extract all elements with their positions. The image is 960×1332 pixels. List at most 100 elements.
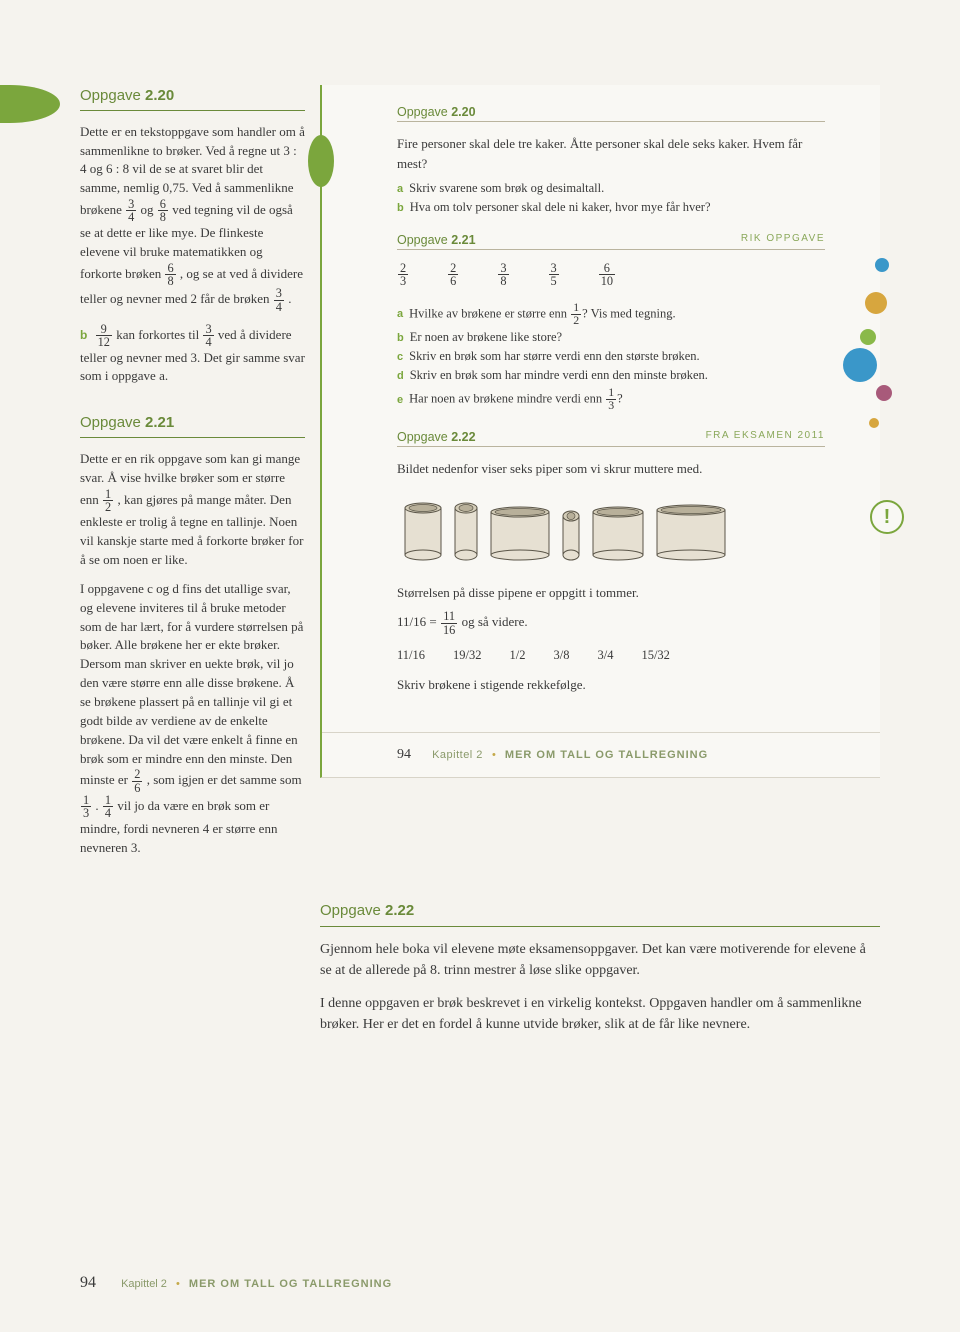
text: . bbox=[95, 798, 102, 813]
inset-footer: 94 Kapittel 2 • MER OM TALL OG TALLREGNI… bbox=[322, 732, 880, 777]
inset-task-header-2-21: Oppgave 2.21 RIK OPPGAVE bbox=[397, 233, 825, 250]
fraction-row: 23263835610 bbox=[397, 262, 825, 288]
question-d: dSkriv en brøk som har mindre verdi enn … bbox=[397, 368, 825, 383]
task-header-2-22: Oppgave 2.22 bbox=[320, 900, 880, 927]
fraction: 68 bbox=[158, 198, 168, 224]
fraction: 13 bbox=[606, 387, 616, 412]
size-value: 15/32 bbox=[641, 648, 669, 663]
text: Hvilke av brøkene er større enn bbox=[409, 306, 570, 320]
task-header-2-20: Oppgave 2.20 bbox=[80, 85, 305, 111]
bubble bbox=[843, 348, 877, 382]
pipes-svg bbox=[397, 497, 739, 561]
task-number: 2.20 bbox=[451, 105, 475, 119]
text: Skriv en brøk som har mindre verdi enn d… bbox=[410, 368, 708, 382]
fraction: 26 bbox=[448, 262, 458, 288]
task-prefix: Oppgave bbox=[320, 902, 385, 919]
order-instruction: Skriv brøkene i stigende rekkefølge. bbox=[397, 675, 825, 695]
fraction: 34 bbox=[274, 287, 284, 313]
fraction: 38 bbox=[498, 262, 508, 288]
bubble bbox=[875, 258, 889, 272]
paragraph: b 912 kan forkortes til 34 ved å divider… bbox=[80, 323, 305, 386]
paragraph: Dette er en rik oppgave som kan gi mange… bbox=[80, 450, 305, 570]
sizes-row: 11/16 19/32 1/2 3/8 3/4 15/32 bbox=[397, 648, 825, 663]
task-header-2-21: Oppgave 2.21 bbox=[80, 412, 305, 438]
textbook-inset: ! Oppgave 2.20 Fire personer skal dele t… bbox=[320, 85, 880, 778]
text: Hva om tolv personer skal dele ni kaker,… bbox=[410, 200, 711, 214]
question-b: bHva om tolv personer skal dele ni kaker… bbox=[397, 200, 825, 215]
task-number: 2.22 bbox=[451, 430, 475, 444]
task-prefix: Oppgave bbox=[397, 430, 451, 444]
size-value: 11/16 bbox=[397, 648, 425, 663]
task-number: 2.22 bbox=[385, 902, 414, 919]
fraction: 26 bbox=[132, 768, 142, 794]
paragraph: I oppgavene c og d fins det utallige sva… bbox=[80, 580, 305, 858]
task-number: 2.21 bbox=[451, 233, 475, 247]
green-tab bbox=[0, 85, 60, 123]
task-prefix: Oppgave bbox=[80, 87, 145, 104]
bottom-column: Oppgave 2.22 Gjennom hele boka vil eleve… bbox=[320, 900, 880, 1035]
pipes-illustration bbox=[397, 497, 825, 565]
text: Skriv en brøk som har større verdi enn d… bbox=[409, 349, 700, 363]
text: Har noen av brøkene mindre verdi enn bbox=[409, 392, 605, 406]
page-number: 94 bbox=[397, 747, 411, 762]
fraction: 68 bbox=[165, 262, 175, 288]
size-value: 3/8 bbox=[553, 648, 569, 663]
page-number: 94 bbox=[80, 1274, 96, 1291]
dot-separator: • bbox=[176, 1278, 180, 1290]
equation: 11/16 = 1116 og så videre. bbox=[397, 610, 825, 636]
fraction: 610 bbox=[599, 262, 615, 288]
chapter-title: MER OM TALL OG TALLREGNING bbox=[189, 1278, 392, 1290]
text: ? bbox=[617, 392, 623, 406]
question-b: bEr noen av brøkene like store? bbox=[397, 330, 825, 345]
text: , som igjen er det samme som bbox=[147, 772, 302, 787]
bubble bbox=[860, 329, 876, 345]
chapter-label: Kapittel 2 bbox=[432, 749, 483, 761]
task-tag: RIK OPPGAVE bbox=[741, 233, 825, 247]
task-tag: FRA EKSAMEN 2011 bbox=[706, 430, 825, 444]
chapter-label: Kapittel 2 bbox=[121, 1278, 167, 1290]
text: 11/16 = bbox=[397, 614, 440, 629]
fraction: 34 bbox=[203, 323, 213, 349]
question-e: eHar noen av brøkene mindre verdi enn 13… bbox=[397, 387, 825, 412]
size-value: 3/4 bbox=[597, 648, 613, 663]
paragraph: Gjennom hele boka vil elevene møte eksam… bbox=[320, 939, 880, 981]
question-a: aSkriv svarene som brøk og desimaltall. bbox=[397, 181, 825, 196]
fraction: 35 bbox=[549, 262, 559, 288]
text: I oppgavene c og d fins det utallige sva… bbox=[80, 581, 303, 787]
page: Oppgave 2.20 Dette er en tekstoppgave so… bbox=[0, 0, 960, 1332]
sub-label-b: b bbox=[80, 328, 87, 342]
fraction: 12 bbox=[103, 488, 113, 514]
size-text: Størrelsen på disse pipene er oppgitt i … bbox=[397, 583, 825, 603]
paragraph: Dette er en tekstoppgave som handler om … bbox=[80, 123, 305, 313]
task-prefix: Oppgave bbox=[80, 414, 145, 431]
text: Er noen av brøkene like store? bbox=[410, 330, 562, 344]
decorative-bubbles bbox=[822, 265, 912, 465]
intro-text: Bildet nedenfor viser seks piper som vi … bbox=[397, 459, 825, 479]
bubble bbox=[876, 385, 892, 401]
inset-body: Oppgave 2.20 Fire personer skal dele tre… bbox=[322, 85, 880, 732]
task-number: 2.21 bbox=[145, 414, 174, 431]
dot-separator: • bbox=[492, 749, 496, 761]
text: . bbox=[288, 291, 291, 306]
chapter-title: MER OM TALL OG TALLREGNING bbox=[505, 749, 708, 761]
fraction: 12 bbox=[571, 302, 581, 327]
fraction: 13 bbox=[81, 794, 91, 820]
fraction: 912 bbox=[96, 323, 112, 349]
exclamation-badge: ! bbox=[870, 500, 904, 534]
page-footer: 94 Kapittel 2 • MER OM TALL OG TALLREGNI… bbox=[80, 1274, 392, 1292]
size-value: 1/2 bbox=[510, 648, 526, 663]
task-prefix: Oppgave bbox=[397, 233, 451, 247]
task-number: 2.20 bbox=[145, 87, 174, 104]
intro-text: Fire personer skal dele tre kaker. Åtte … bbox=[397, 134, 825, 173]
question-c: cSkriv en brøk som har større verdi enn … bbox=[397, 349, 825, 364]
size-value: 19/32 bbox=[453, 648, 481, 663]
text: ? Vis med tegning. bbox=[582, 306, 675, 320]
text: og så videre. bbox=[458, 614, 527, 629]
text: , kan gjøres på mange måter. Den enklest… bbox=[80, 492, 303, 568]
fraction: 1116 bbox=[441, 610, 457, 636]
inset-task-header-2-22: Oppgave 2.22 FRA EKSAMEN 2011 bbox=[397, 430, 825, 447]
text: kan forkortes til bbox=[116, 327, 202, 342]
bubble bbox=[865, 292, 887, 314]
right-column: ! Oppgave 2.20 Fire personer skal dele t… bbox=[320, 85, 880, 778]
fraction: 14 bbox=[103, 794, 113, 820]
